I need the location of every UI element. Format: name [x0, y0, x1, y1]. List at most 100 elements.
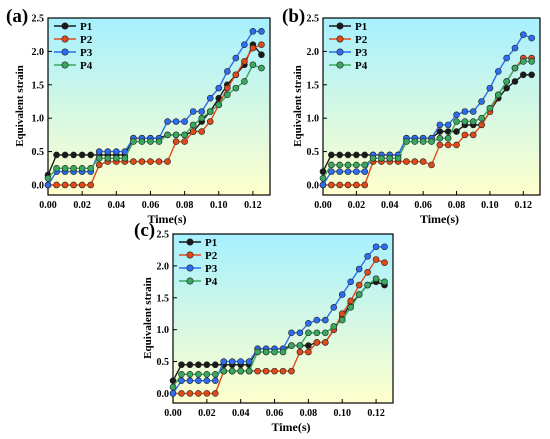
- data-point: [121, 154, 129, 162]
- data-point: [186, 361, 194, 369]
- x-axis-label: Time(s): [271, 420, 310, 434]
- data-point: [189, 121, 197, 129]
- data-point: [353, 151, 360, 159]
- data-point: [53, 181, 60, 189]
- data-point: [494, 91, 502, 99]
- panel-a: 0.0 0.5 1.0 1.5 2.0 2.5 0.00 0.02 0.04 0.06 0.08 0.…: [6, 6, 271, 226]
- data-point: [224, 84, 231, 92]
- data-point: [61, 151, 69, 159]
- data-point: [347, 278, 354, 286]
- data-point: [147, 138, 154, 145]
- panel-c: 0.0 0.5 1.0 1.5 2.0 2.5 0.00 0.02 0.04 0.06 0.08 0.…: [134, 220, 394, 434]
- y-tick-label: 2.0: [157, 261, 170, 272]
- data-point: [70, 181, 77, 189]
- data-point: [195, 390, 202, 397]
- legend-marker: [336, 61, 344, 69]
- data-point: [249, 28, 257, 35]
- x-tick-label: 0.10: [333, 408, 351, 419]
- x-axis-label: Time(s): [420, 212, 459, 226]
- data-point: [305, 348, 312, 356]
- data-point: [181, 138, 188, 145]
- y-tick-label: 0.0: [32, 180, 45, 191]
- data-point: [181, 131, 188, 139]
- data-point: [279, 348, 287, 356]
- data-point: [336, 181, 343, 189]
- data-point: [355, 281, 363, 289]
- data-point: [353, 181, 360, 189]
- x-axis-label: Time(s): [147, 212, 186, 226]
- x-tick-label: 0.06: [142, 200, 160, 211]
- panel-label: (b): [282, 6, 305, 27]
- data-point: [344, 181, 352, 189]
- data-point: [138, 158, 146, 165]
- legend-marker: [61, 48, 69, 56]
- data-point: [328, 168, 335, 175]
- data-point: [381, 243, 388, 251]
- x-tick-label: 0.08: [176, 200, 194, 211]
- data-point: [511, 78, 519, 85]
- data-point: [155, 138, 163, 145]
- data-point: [249, 61, 257, 69]
- data-point: [313, 339, 321, 346]
- data-point: [520, 31, 527, 38]
- plot-frame: [322, 17, 541, 196]
- data-point: [198, 108, 205, 115]
- data-point: [181, 118, 188, 125]
- data-point: [224, 91, 231, 99]
- data-point: [305, 319, 312, 327]
- data-point: [361, 161, 369, 169]
- y-tick-label: 1.0: [32, 114, 45, 125]
- data-point: [444, 121, 452, 129]
- y-tick-label: 2.0: [307, 47, 320, 58]
- data-point: [353, 161, 360, 169]
- data-point: [130, 158, 137, 165]
- legend-marker: [61, 22, 69, 30]
- data-point: [461, 118, 469, 125]
- data-point: [486, 104, 494, 112]
- data-point: [178, 371, 185, 378]
- data-point: [186, 390, 194, 397]
- data-point: [228, 358, 236, 365]
- data-point: [344, 161, 352, 169]
- data-point: [271, 367, 278, 375]
- y-tick-label: 1.5: [32, 80, 45, 91]
- data-point: [372, 275, 380, 282]
- data-point: [344, 168, 352, 175]
- data-point: [189, 128, 197, 135]
- panel-label: (a): [6, 6, 28, 27]
- data-point: [104, 148, 112, 155]
- y-axis-label: Equivalent strain: [292, 65, 304, 147]
- data-point: [336, 168, 343, 175]
- data-point: [70, 151, 77, 159]
- data-point: [164, 118, 171, 125]
- data-point: [245, 358, 253, 365]
- data-point: [319, 168, 327, 175]
- data-point: [206, 94, 214, 102]
- series-p4: [319, 58, 535, 182]
- x-tick-label: 0.08: [300, 408, 318, 419]
- data-point: [503, 78, 510, 85]
- legend-marker: [336, 22, 344, 30]
- data-point: [203, 390, 211, 397]
- data-point: [461, 131, 469, 139]
- data-point: [241, 58, 248, 65]
- data-point: [61, 164, 69, 172]
- x-tick-label: 0.02: [348, 200, 366, 211]
- x-tick-label: 0.06: [414, 200, 432, 211]
- y-axis-label: Equivalent strain: [142, 277, 154, 359]
- data-point: [87, 151, 94, 159]
- y-tick-label: 1.5: [307, 80, 320, 91]
- data-point: [381, 278, 388, 286]
- legend-label: P1: [205, 237, 217, 249]
- data-point: [220, 358, 228, 365]
- data-point: [258, 41, 265, 49]
- data-point: [322, 339, 329, 346]
- data-point: [169, 390, 177, 397]
- y-tick-label: 0.0: [157, 389, 170, 400]
- data-point: [53, 164, 60, 172]
- y-tick-label: 2.5: [307, 14, 320, 25]
- data-point: [232, 84, 240, 92]
- data-point: [169, 377, 177, 384]
- legend-marker: [186, 277, 194, 285]
